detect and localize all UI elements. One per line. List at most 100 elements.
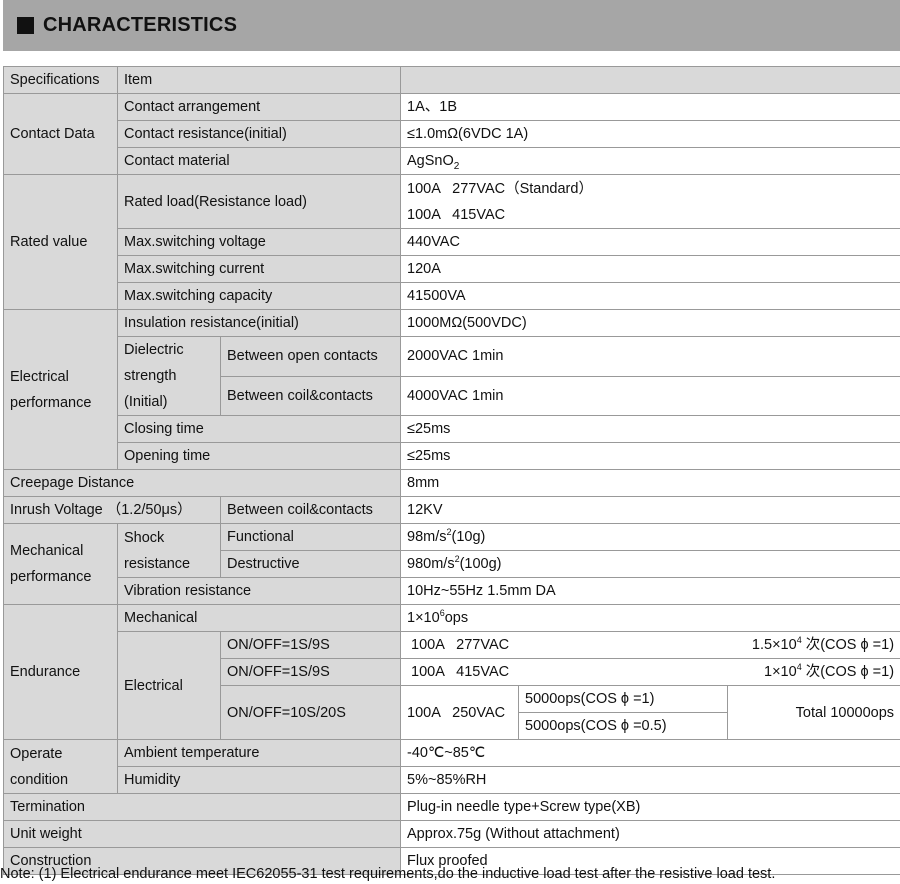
item-value: Approx.75g (Without attachment) — [400, 820, 900, 848]
item-value: ≤25ms — [400, 442, 900, 470]
item-value: 1×106ops — [400, 604, 900, 632]
table-row: Humidity 5%~85%RH — [4, 766, 900, 794]
table-row: Rated value Rated load(Resistance load) … — [3, 174, 900, 310]
item-value: 100A 277VAC 1.5×104 次(COS ϕ =1) — [400, 631, 900, 659]
table-row: Endurance Mechanical 1×106ops — [3, 604, 900, 740]
spec-unit-weight: Unit weight — [2, 820, 402, 848]
value-text: 1×10 — [764, 664, 797, 680]
life-text: 5000ops(COS ϕ =0.5) — [518, 712, 729, 740]
item-value: 12KV — [400, 496, 900, 524]
table-row: Closing time ≤25ms — [4, 415, 900, 443]
table-row: Contact Data Contact arrangement 1A、1B — [3, 93, 900, 175]
value-text: 98m/s — [407, 529, 447, 545]
superscript: 4 — [796, 635, 802, 646]
item-label: Contact resistance(initial) — [116, 120, 402, 148]
superscript: 2 — [454, 554, 460, 565]
item-value: 1000MΩ(500VDC) — [400, 309, 900, 337]
sub-item-label: ON/OFF=1S/9S — [219, 658, 402, 686]
spec-contact-data: Contact Data — [3, 93, 118, 175]
item-value: 100A 415VAC 1×104 次(COS ϕ =1) — [400, 658, 900, 686]
table-row: 5000ops(COS ϕ =0.5) — [4, 712, 900, 740]
item-value: 10Hz~55Hz 1.5mm DA — [400, 577, 900, 605]
total-text: Total 10000ops — [727, 685, 900, 740]
table-row: Creepage Distance 8mm — [2, 469, 900, 497]
header-specifications: Specifications — [3, 66, 118, 94]
square-bullet-icon — [17, 17, 34, 34]
item-value: 2000VAC 1min — [400, 336, 900, 377]
value-text: (100g) — [459, 556, 502, 572]
table-row: Inrush Voltage （1.2/50μs） Between coil&c… — [3, 496, 900, 524]
table-header-row: Specifications Item — [3, 66, 900, 94]
spec-creepage-distance: Creepage Distance — [2, 469, 402, 497]
item-value: Flux proofed — [400, 847, 900, 875]
value-text: 次(COS ϕ =1) — [801, 664, 895, 680]
sub-item-label: Functional — [219, 523, 402, 551]
value-text: AgSnO — [407, 153, 454, 169]
table-row: Dielectric strength (Initial) Between op… — [4, 336, 900, 416]
table-row: Mechanical performance Shock resistance … — [3, 523, 900, 605]
header-value — [400, 66, 900, 94]
table-row: Operate condition Ambient temperature -4… — [3, 739, 900, 794]
item-label: Closing time — [116, 415, 402, 443]
subscript: 2 — [453, 160, 460, 172]
spec-electrical-performance: Electrical performance — [3, 309, 118, 470]
item-value: 120A — [400, 255, 900, 283]
item-label: Contact material — [116, 147, 402, 175]
item-label: Mechanical — [116, 604, 402, 632]
item-label: Vibration resistance — [116, 577, 402, 605]
life-text: 1×104 次(COS ϕ =1) — [764, 660, 895, 685]
table-row: Destructive 980m/s2(100g) — [4, 550, 900, 578]
value-text: 980m/s — [407, 556, 455, 572]
table-row: Contact resistance(initial) ≤1.0mΩ(6VDC … — [4, 120, 900, 148]
value-text: 1×10 — [407, 610, 440, 626]
table-row: Contact material AgSnO2 — [4, 147, 900, 175]
item-value: AgSnO2 — [400, 147, 900, 175]
spec-termination: Termination — [2, 793, 402, 821]
life-text: 1.5×104 次(COS ϕ =1) — [751, 633, 895, 658]
value-text: (10g) — [451, 529, 486, 545]
sub-item-label: Destructive — [219, 550, 402, 578]
characteristics-table: Specifications Item Contact Data Contact… — [2, 66, 900, 875]
table-row: Max.switching capacity 41500VA — [4, 282, 900, 310]
value-line: 100A 415VAC — [407, 206, 506, 223]
item-label: Dielectric strength (Initial) — [117, 336, 221, 416]
item-label: Humidity — [116, 766, 402, 794]
table-row: Termination Plug-in needle type+Screw ty… — [2, 793, 900, 821]
item-value: 4000VAC 1min — [400, 375, 900, 416]
spec-endurance: Endurance — [3, 604, 118, 740]
item-label: Max.switching voltage — [116, 228, 402, 256]
superscript: 4 — [796, 662, 802, 673]
table-row: Construction Flux proofed — [2, 847, 900, 875]
item-label: Opening time — [116, 442, 402, 470]
header-item: Item — [116, 66, 402, 94]
load-text: 100A 250VAC — [400, 685, 520, 740]
sub-item-label: Between coil&contacts — [219, 496, 402, 524]
table-row: Unit weight Approx.75g (Without attachme… — [2, 820, 900, 848]
item-value: 1A、1B — [400, 93, 900, 121]
superscript: 6 — [439, 608, 445, 619]
item-label: Max.switching current — [116, 255, 402, 283]
spec-construction: Construction — [2, 847, 402, 875]
superscript: 2 — [446, 527, 452, 538]
table-row: Max.switching current 120A — [4, 255, 900, 283]
item-label: Max.switching capacity — [116, 282, 402, 310]
value-text: ops — [444, 610, 469, 626]
sub-item-label: Between open contacts — [219, 336, 402, 377]
item-label: Rated load(Resistance load) — [116, 174, 402, 229]
value-text: 1.5×10 — [751, 637, 797, 653]
item-value: Plug-in needle type+Screw type(XB) — [400, 793, 900, 821]
sub-item-label: Between coil&contacts — [219, 375, 402, 416]
spec-inrush-voltage: Inrush Voltage （1.2/50μs） — [3, 496, 221, 524]
life-text: 5000ops(COS ϕ =1) — [518, 685, 729, 713]
table-row: Max.switching voltage 440VAC — [4, 228, 900, 256]
item-value: -40℃~85℃ — [400, 739, 900, 767]
table-row: Electrical performance Insulation resist… — [3, 309, 900, 470]
item-value: 100A 277VAC（Standard） 100A 415VAC — [400, 174, 900, 229]
value-text: 次(COS ϕ =1) — [801, 637, 895, 653]
load-text: 100A 415VAC — [411, 664, 510, 680]
item-label: Ambient temperature — [116, 739, 402, 767]
table-row: Between coil&contacts 4000VAC 1min — [4, 375, 900, 416]
sub-item-label: ON/OFF=1S/9S — [219, 631, 402, 659]
spec-mechanical-performance: Mechanical performance — [3, 523, 118, 605]
section-header: CHARACTERISTICS — [3, 0, 900, 51]
